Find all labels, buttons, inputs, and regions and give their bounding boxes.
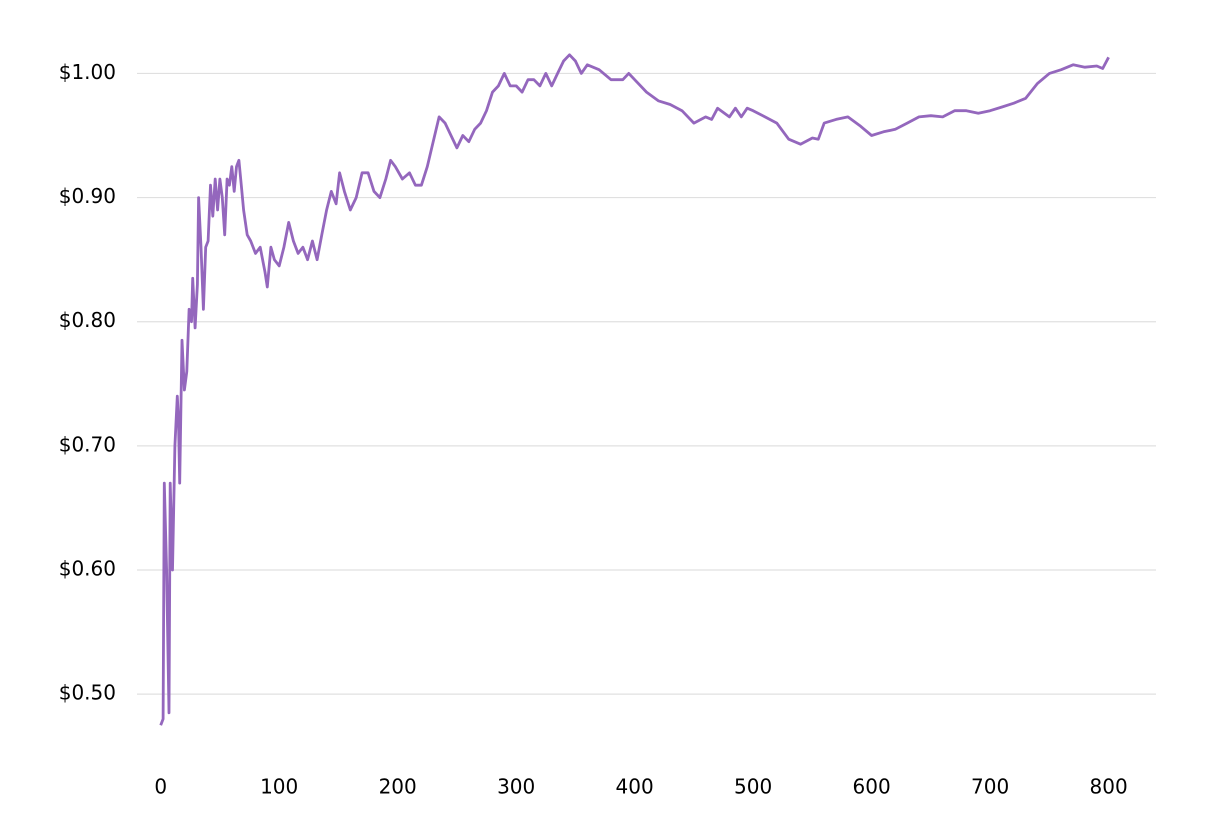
y-tick-label: $0.90 bbox=[59, 184, 116, 208]
y-tick-label: $1.00 bbox=[59, 60, 116, 84]
x-tick-label: 700 bbox=[971, 775, 1009, 799]
y-tick-label: $0.60 bbox=[59, 557, 116, 581]
x-tick-label: 0 bbox=[154, 775, 167, 799]
x-tick-label: 500 bbox=[734, 775, 772, 799]
line bbox=[159, 53, 1110, 726]
y-tick-label: $0.80 bbox=[59, 308, 116, 332]
x-tick-label: 100 bbox=[260, 775, 298, 799]
x-tick-label: 300 bbox=[497, 775, 535, 799]
y-tick-label: $0.70 bbox=[59, 432, 116, 456]
x-tick-label: 600 bbox=[853, 775, 891, 799]
x-tick-label: 400 bbox=[616, 775, 654, 799]
x-tick-label: 200 bbox=[379, 775, 417, 799]
x-tick-label: 800 bbox=[1090, 775, 1128, 799]
y-tick-label: $0.50 bbox=[59, 681, 116, 705]
